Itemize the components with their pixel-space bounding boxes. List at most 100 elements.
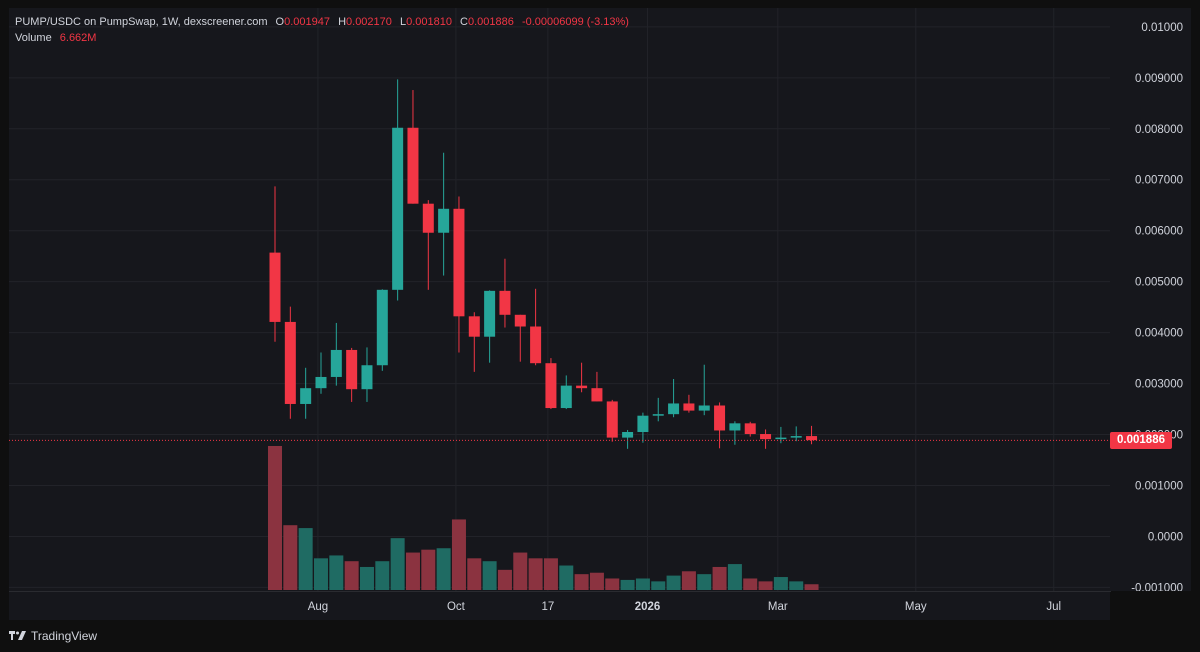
candle[interactable] <box>392 79 404 301</box>
ohlc-legend: PUMP/USDC on PumpSwap, 1W, dexscreener.c… <box>15 16 629 28</box>
grid-lines <box>9 8 1110 591</box>
candle[interactable] <box>315 352 327 394</box>
candle[interactable] <box>698 364 710 416</box>
candle-body <box>530 326 542 364</box>
candle[interactable] <box>330 322 342 386</box>
volume-bar <box>513 552 528 590</box>
candle-body <box>775 437 787 440</box>
candle-body <box>729 423 741 431</box>
candle-body <box>284 321 296 404</box>
candle[interactable] <box>591 371 603 402</box>
candle[interactable] <box>300 367 312 419</box>
time-tick-label: May <box>905 601 927 613</box>
volume-bar <box>313 558 328 590</box>
candle-body <box>346 349 358 390</box>
candle-body <box>698 405 710 411</box>
volume-bar <box>605 578 620 590</box>
candle-body <box>315 376 327 389</box>
price-tick-label: 0.008000 <box>1135 124 1183 136</box>
volume-bar <box>298 528 313 590</box>
candle[interactable] <box>468 312 480 372</box>
volume-bar <box>390 538 405 590</box>
candle[interactable] <box>376 289 388 371</box>
volume-bar <box>712 566 727 590</box>
last-price-tag: 0.001886 <box>1110 431 1172 449</box>
volume-bar <box>697 574 712 590</box>
price-axis[interactable]: 0.01000 0.009000 0.008000 0.007000 0.006000 0… <box>1110 8 1191 591</box>
candle[interactable] <box>438 152 450 276</box>
candle[interactable] <box>453 196 465 353</box>
time-tick-label: Mar <box>768 601 788 613</box>
volume-bar <box>344 561 359 590</box>
candle[interactable] <box>606 399 618 442</box>
price-tick-label: 0.007000 <box>1135 175 1183 187</box>
volume-bar <box>789 581 804 590</box>
volume-bar <box>451 519 466 590</box>
change-value: -0.00006099 (-3.13%) <box>521 16 629 28</box>
candle[interactable] <box>683 394 695 413</box>
time-axis[interactable]: Aug Oct 17 2026 Mar May Jul <box>9 592 1110 620</box>
candle[interactable] <box>790 426 802 442</box>
candles <box>269 79 818 449</box>
volume-bar <box>651 581 666 590</box>
candle[interactable] <box>346 347 358 402</box>
candle-body <box>652 414 664 416</box>
price-tick-label: 0.003000 <box>1135 379 1183 391</box>
time-tick-label: 17 <box>541 601 554 613</box>
volume-legend: Volume 6.662M <box>15 32 96 44</box>
volume-bars <box>268 446 819 590</box>
candle[interactable] <box>714 402 726 449</box>
candle-body <box>683 403 695 411</box>
volume-bar <box>635 578 650 590</box>
candle[interactable] <box>744 421 756 437</box>
candle[interactable] <box>668 379 680 418</box>
volume-bar <box>482 561 497 590</box>
price-axis-labels: 0.01000 0.009000 0.008000 0.007000 0.006000 0… <box>1131 22 1183 591</box>
candle[interactable] <box>514 314 526 362</box>
candle[interactable] <box>652 397 664 422</box>
candle-body <box>376 289 388 366</box>
volume-bar <box>421 549 436 590</box>
candle[interactable] <box>484 290 496 363</box>
candle[interactable] <box>499 258 511 328</box>
candle-body <box>422 203 434 233</box>
time-tick-label: Aug <box>308 601 328 613</box>
volume-bar <box>283 525 298 590</box>
candle[interactable] <box>269 186 281 342</box>
volume-bar <box>727 564 742 590</box>
price-tick-label: 0.0000 <box>1148 531 1183 543</box>
candle[interactable] <box>361 347 373 402</box>
candle-body <box>300 388 312 404</box>
candle[interactable] <box>637 412 649 443</box>
candle-body <box>606 401 618 438</box>
volume-value: 6.662M <box>59 32 97 44</box>
candle[interactable] <box>760 429 772 449</box>
volume-label[interactable]: Volume <box>15 32 52 44</box>
candle-body <box>744 423 756 435</box>
candlestick-chart[interactable] <box>9 8 1110 591</box>
candle[interactable] <box>284 306 296 419</box>
candle[interactable] <box>622 429 634 449</box>
candle[interactable] <box>576 362 588 393</box>
volume-bar <box>666 575 681 590</box>
volume-bar <box>268 446 282 590</box>
low-value: 0.001810 <box>406 16 452 28</box>
volume-bar <box>773 577 788 590</box>
volume-bar <box>329 555 344 590</box>
candle[interactable] <box>407 90 419 204</box>
candle[interactable] <box>530 288 542 366</box>
candle[interactable] <box>729 421 741 445</box>
candle-body <box>714 405 726 431</box>
chart-pane[interactable]: PUMP/USDC on PumpSwap, 1W, dexscreener.c… <box>9 8 1111 592</box>
brand-name: TradingView <box>31 629 98 643</box>
tradingview-logo[interactable]: TradingView <box>9 629 97 643</box>
candle[interactable] <box>560 375 572 410</box>
candle-body <box>484 290 496 337</box>
candle[interactable] <box>545 358 557 410</box>
candle[interactable] <box>806 425 818 445</box>
candle-body <box>668 403 680 415</box>
symbol-title[interactable]: PUMP/USDC on PumpSwap, 1W, dexscreener.c… <box>15 16 268 28</box>
volume-bar <box>375 561 390 590</box>
candle-body <box>407 127 419 204</box>
candle[interactable] <box>422 200 434 290</box>
